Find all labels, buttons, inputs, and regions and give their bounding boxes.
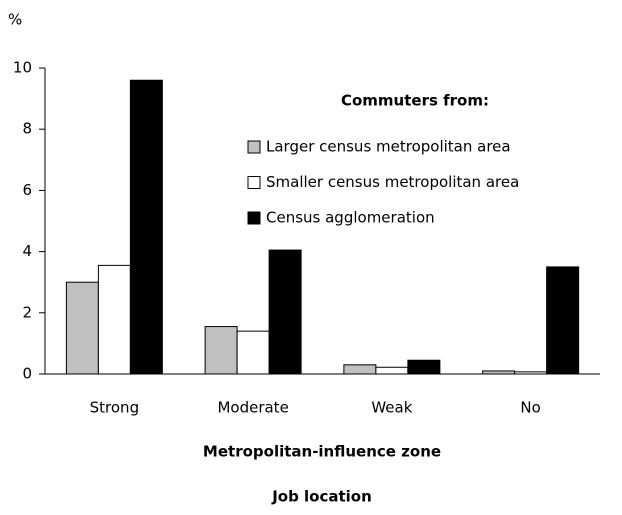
legend-title: Commuters from: [341, 92, 489, 110]
bar [407, 359, 441, 375]
legend-label: Census agglomeration [266, 209, 435, 227]
legend-swatch [247, 176, 261, 189]
bar [204, 326, 238, 375]
bar [65, 281, 99, 375]
y-tick-label: 6 [22, 181, 32, 199]
legend-swatch [247, 211, 261, 225]
bar [546, 266, 580, 375]
x-tick-label: Moderate [217, 399, 288, 417]
y-tick-label: 8 [22, 120, 32, 138]
legend-label: Smaller census metropolitan area [266, 173, 519, 191]
legend-swatch [247, 140, 261, 154]
y-tick-label: 2 [22, 303, 32, 321]
bar [129, 79, 163, 375]
y-tick-label: 4 [22, 242, 32, 260]
y-tick-label: 10 [13, 59, 32, 77]
bar [375, 366, 409, 375]
bar [97, 264, 131, 375]
y-axis-label: % [8, 11, 22, 29]
y-tick-label: 0 [22, 365, 32, 383]
subtitle: Job location [271, 488, 372, 506]
x-axis-label: Metropolitan-influence zone [203, 443, 441, 461]
legend-label: Larger census metropolitan area [266, 138, 511, 156]
bar [343, 364, 377, 375]
x-tick-label: Weak [371, 399, 412, 417]
bar [268, 249, 302, 375]
bar [236, 330, 270, 375]
x-tick-label: Strong [90, 399, 139, 417]
x-tick-label: No [520, 399, 540, 417]
